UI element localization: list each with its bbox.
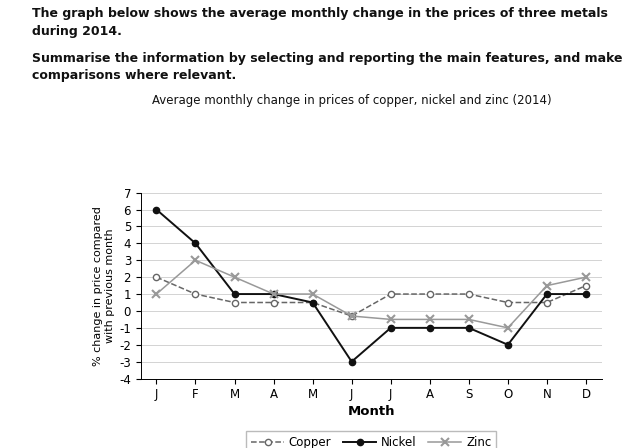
- Text: comparisons where relevant.: comparisons where relevant.: [32, 69, 236, 82]
- Y-axis label: % change in price compared
with previous month: % change in price compared with previous…: [93, 206, 115, 366]
- Text: Summarise the information by selecting and reporting the main features, and make: Summarise the information by selecting a…: [32, 52, 623, 65]
- Text: during 2014.: during 2014.: [32, 25, 122, 38]
- Legend: Copper, Nickel, Zinc: Copper, Nickel, Zinc: [246, 431, 496, 448]
- Text: Average monthly change in prices of copper, nickel and zinc (2014): Average monthly change in prices of copp…: [152, 94, 552, 107]
- X-axis label: Month: Month: [348, 405, 395, 418]
- Text: The graph below shows the average monthly change in the prices of three metals: The graph below shows the average monthl…: [32, 7, 608, 20]
